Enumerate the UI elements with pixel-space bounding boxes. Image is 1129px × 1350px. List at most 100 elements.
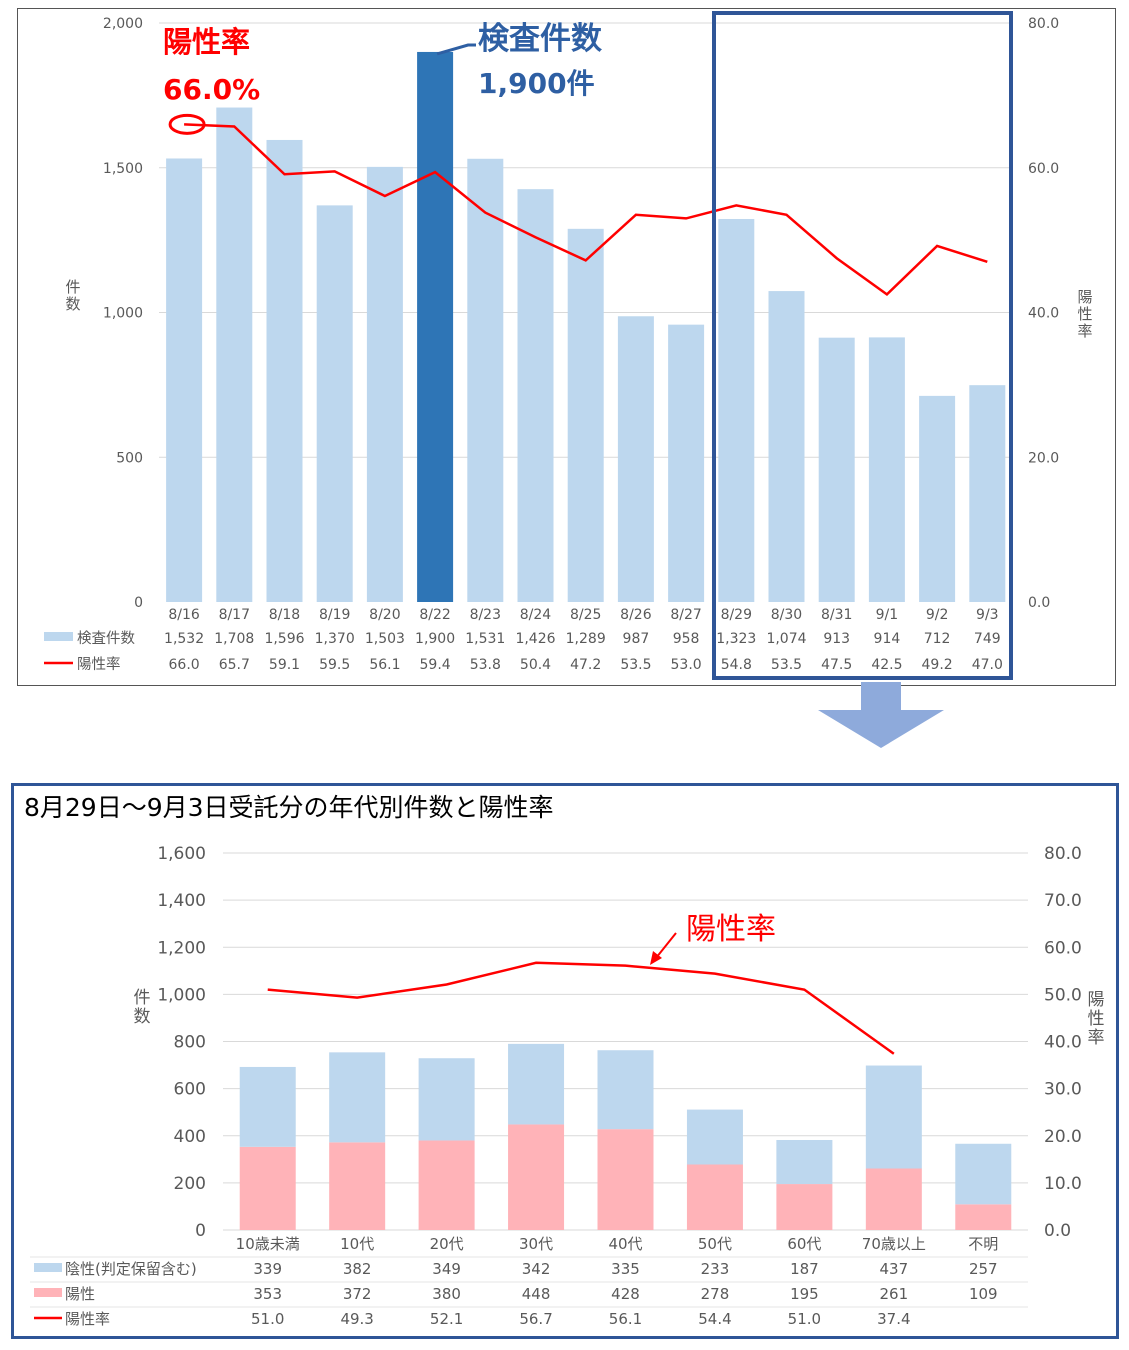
legend-swatch-negative [34, 1263, 62, 1272]
y-tick-label: 0 [195, 1221, 206, 1241]
y2-axis-label: 性 [1088, 1009, 1105, 1029]
down-arrow-icon [818, 682, 944, 748]
bar-positive [508, 1124, 565, 1230]
bar-positive [686, 1164, 743, 1230]
annotation-arrow [655, 932, 677, 959]
rate-line [267, 961, 895, 1055]
x-tick-label: 8/29 [721, 607, 752, 623]
x-tick-label: 8/20 [369, 607, 400, 623]
y-tick-label: 800 [174, 1033, 206, 1053]
legend-swatch-positive [34, 1288, 62, 1297]
table-cell-count: 913 [823, 631, 850, 647]
table-cell-rate: 59.1 [269, 657, 300, 673]
y-tick-label: 0 [134, 595, 143, 611]
x-tick-label: 8/27 [670, 607, 701, 623]
bar-positive [955, 1204, 1012, 1230]
bar-positive [418, 1140, 475, 1230]
table-cell-rate: 53.8 [470, 657, 501, 673]
table-cell-negative: 382 [343, 1260, 372, 1278]
bar [166, 158, 203, 602]
annotation-rate-label: 陽性率 [163, 25, 251, 59]
x-tick-label: 8/26 [620, 607, 652, 623]
x-tick-label: 8/24 [520, 607, 552, 623]
table-cell-negative: 349 [432, 1260, 461, 1278]
x-tick-label: 8/19 [319, 607, 350, 623]
bar [668, 324, 705, 602]
bar [919, 395, 956, 602]
y2-tick-label: 60.0 [1028, 161, 1059, 177]
bar [768, 291, 805, 602]
table-cell-count: 1,323 [716, 631, 756, 647]
x-tick-label: 40代 [608, 1235, 642, 1253]
y2-axis-label: 陽 [1088, 990, 1105, 1010]
table-cell-negative: 342 [522, 1260, 551, 1278]
x-tick-label: 8/17 [219, 607, 250, 623]
bar [818, 337, 855, 602]
table-cell-rate: 65.7 [219, 657, 250, 673]
legend-label-count: 検査件数 [77, 630, 135, 647]
x-tick-label: 10歳未満 [236, 1235, 300, 1253]
table-cell-rate: 59.5 [319, 657, 350, 673]
y-axis-label: 件 [65, 278, 80, 296]
table-cell-negative: 187 [790, 1260, 819, 1278]
table-cell-negative: 339 [253, 1260, 282, 1278]
table-cell-rate: 49.2 [922, 657, 953, 673]
table-cell-rate: 47.0 [972, 657, 1003, 673]
rate-line [184, 123, 988, 297]
table-cell-count: 712 [924, 631, 951, 647]
bar [266, 139, 303, 602]
legend-label-rate: 陽性率 [65, 1310, 110, 1328]
bar-positive [776, 1184, 833, 1230]
y2-axis-label: 性 [1077, 305, 1092, 323]
table-cell-rate: 42.5 [871, 657, 902, 673]
table-cell-rate: 54.4 [698, 1310, 731, 1328]
bottom-annotation-rate: 陽性率 [686, 912, 776, 947]
y2-tick-label: 50.0 [1044, 985, 1082, 1005]
table-cell-count: 1,708 [214, 631, 254, 647]
x-tick-label: 不明 [968, 1235, 998, 1253]
y-tick-label: 1,000 [103, 306, 143, 322]
x-tick-label: 10代 [340, 1235, 374, 1253]
table-cell-rate: 66.0 [169, 657, 200, 673]
top-chart: 0 500 1,000 1,500 2,000 0.0 20.0 40.0 60.0 80.0 件数… [44, 16, 1093, 673]
table-cell-positive: 353 [253, 1285, 282, 1303]
y2-tick-label: 40.0 [1028, 306, 1059, 322]
legend-swatch-count [44, 632, 73, 641]
y2-tick-label: 80.0 [1044, 844, 1082, 864]
y2-tick-label: 60.0 [1044, 938, 1082, 958]
x-tick-label: 9/1 [876, 607, 899, 623]
x-tick-label: 8/16 [168, 607, 200, 623]
bar [718, 218, 755, 602]
bar [969, 385, 1006, 602]
bar-positive [329, 1142, 386, 1230]
y2-tick-label: 10.0 [1044, 1174, 1082, 1194]
table-cell-count: 1,074 [766, 631, 806, 647]
table-cell-negative: 257 [969, 1260, 998, 1278]
y-tick-label: 200 [174, 1174, 206, 1194]
y-tick-label: 500 [116, 450, 143, 466]
bar [316, 205, 353, 602]
bar [216, 107, 253, 602]
table-cell-rate: 50.4 [520, 657, 551, 673]
table-cell-positive: 380 [432, 1285, 461, 1303]
table-cell-count: 1,532 [164, 631, 204, 647]
top-annotation-rate: 陽性率 66.0% [163, 24, 260, 108]
table-cell-count: 914 [874, 631, 901, 647]
rate-highlight-circle [168, 113, 206, 135]
x-tick-label: 9/3 [976, 607, 999, 623]
table-cell-positive: 372 [343, 1285, 372, 1303]
top-chart-frame [17, 8, 1116, 686]
x-tick-label: 8/31 [821, 607, 852, 623]
bar-negative [418, 1058, 475, 1141]
y-axis-label: 数 [134, 1007, 151, 1027]
x-tick-label: 8/23 [470, 607, 501, 623]
x-tick-label: 50代 [698, 1235, 732, 1253]
table-cell-rate: 51.0 [251, 1310, 284, 1328]
bar-positive [239, 1146, 296, 1230]
table-cell-count: 1,370 [315, 631, 355, 647]
x-tick-label: 30代 [519, 1235, 553, 1253]
table-cell-count: 1,531 [465, 631, 505, 647]
y2-tick-label: 0.0 [1028, 595, 1050, 611]
x-tick-label: 8/30 [771, 607, 802, 623]
table-cell-rate: 53.5 [620, 657, 651, 673]
